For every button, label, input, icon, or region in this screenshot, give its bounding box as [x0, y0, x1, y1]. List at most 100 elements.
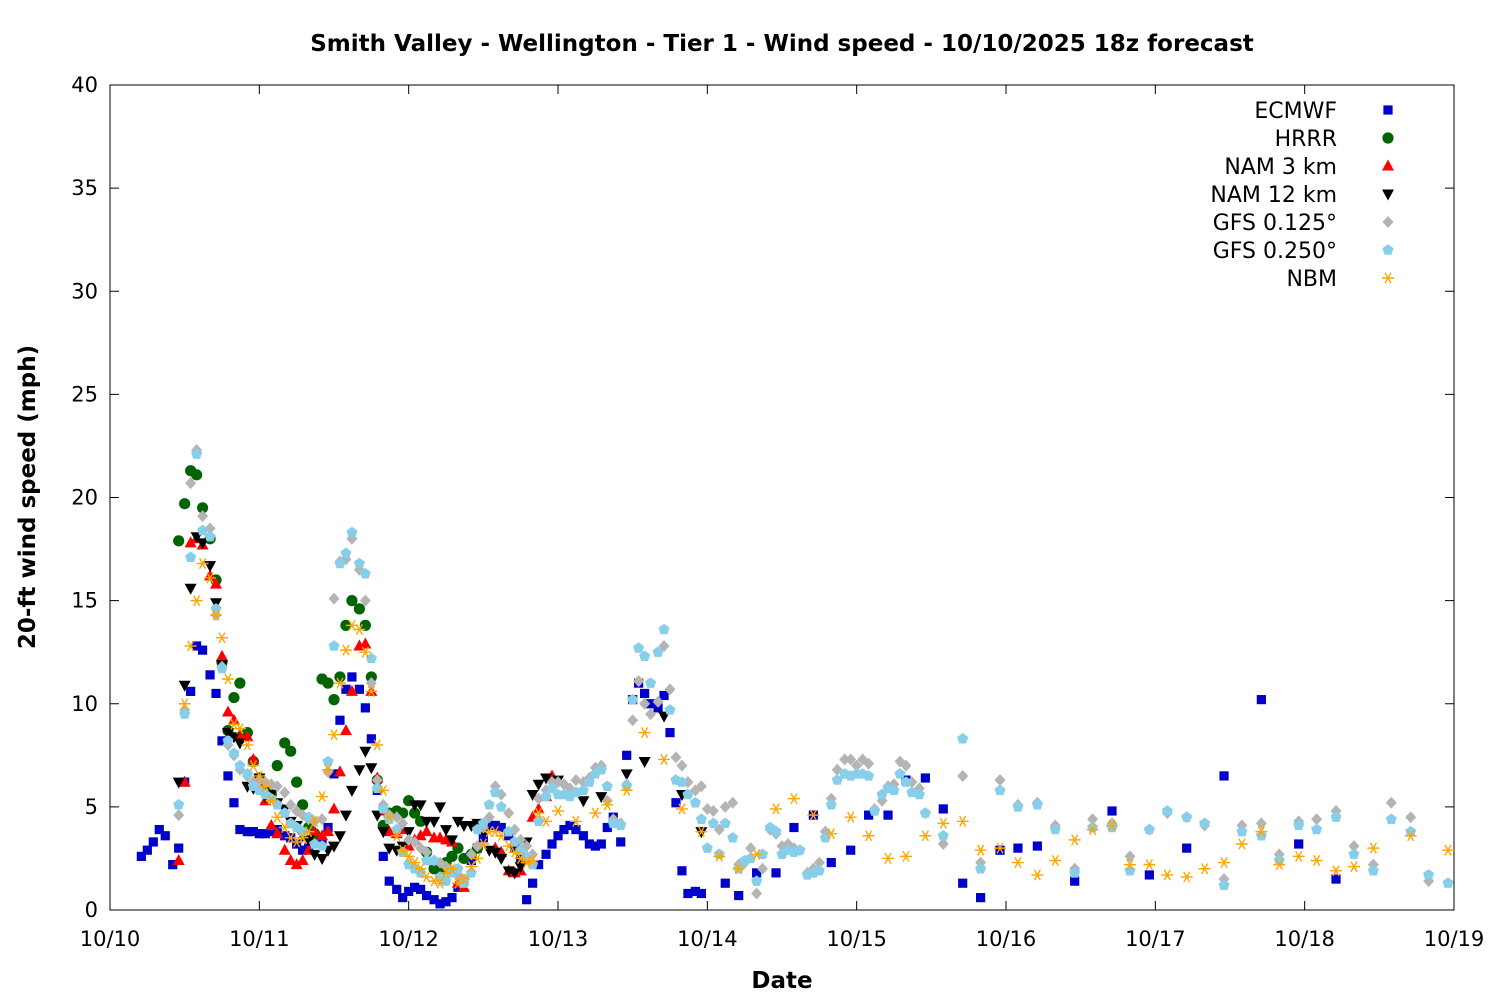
data-point — [676, 759, 688, 772]
data-point — [1347, 861, 1360, 873]
data-point — [489, 847, 502, 859]
y-tick-label: 40 — [71, 73, 98, 97]
data-point — [1161, 805, 1173, 816]
legend-label: NBM — [1286, 267, 1337, 292]
data-point — [216, 649, 228, 661]
data-point — [234, 677, 246, 689]
data-point — [882, 852, 895, 864]
x-tick-label: 10/10 — [80, 927, 141, 951]
data-point — [346, 595, 358, 607]
data-point — [190, 595, 203, 607]
data-point — [1087, 813, 1099, 826]
data-point — [303, 811, 315, 822]
data-point — [533, 860, 544, 870]
data-point — [527, 858, 539, 870]
data-point — [266, 827, 276, 837]
series-gfs-0-250 — [173, 448, 1454, 890]
data-point — [546, 782, 558, 793]
data-point — [339, 810, 352, 822]
data-point — [503, 825, 515, 837]
legend-label: NAM 12 km — [1210, 183, 1337, 208]
data-point — [233, 722, 246, 735]
data-point — [1385, 796, 1397, 809]
data-point — [751, 887, 763, 900]
data-point — [1219, 771, 1229, 781]
data-point — [671, 798, 681, 808]
data-point — [339, 724, 352, 736]
data-point — [508, 846, 521, 858]
data-point — [695, 813, 707, 824]
data-point — [1235, 838, 1248, 850]
data-point — [196, 502, 209, 514]
data-point — [503, 807, 515, 820]
data-point — [477, 838, 490, 850]
data-point — [377, 784, 390, 796]
data-point — [484, 820, 494, 831]
data-point — [279, 786, 291, 799]
legend-marker — [1383, 105, 1393, 115]
data-point — [994, 842, 1007, 854]
data-point — [664, 704, 676, 715]
data-point — [752, 868, 762, 878]
data-point — [1011, 857, 1024, 869]
data-point — [919, 830, 932, 842]
data-point — [622, 750, 632, 760]
data-point — [316, 829, 329, 841]
data-point — [360, 703, 370, 713]
data-point — [1273, 854, 1285, 866]
data-point — [204, 561, 217, 573]
data-point — [359, 746, 372, 758]
data-point — [727, 832, 739, 843]
data-point — [658, 623, 670, 635]
data-point — [1181, 811, 1193, 822]
data-point — [645, 677, 657, 688]
data-point — [522, 895, 532, 905]
data-point — [514, 862, 527, 874]
data-point — [571, 824, 581, 835]
data-point — [241, 768, 253, 779]
data-point — [404, 886, 414, 897]
data-point — [428, 816, 441, 828]
data-point — [421, 846, 433, 859]
data-point — [1143, 823, 1155, 835]
legend-label: GFS 0.125° — [1213, 211, 1337, 236]
data-point — [640, 688, 650, 699]
data-point — [1143, 859, 1156, 871]
data-point — [265, 795, 278, 807]
data-point — [216, 632, 228, 644]
data-point — [278, 821, 291, 834]
data-point — [620, 769, 633, 781]
data-point — [528, 878, 538, 888]
y-axis-label: 20-ft wind speed (mph) — [15, 345, 41, 649]
data-point — [414, 863, 427, 875]
data-point — [638, 727, 651, 739]
data-point — [308, 815, 321, 827]
data-point — [645, 708, 657, 721]
legend-marker — [1382, 216, 1394, 228]
data-point — [345, 684, 358, 696]
data-point — [1013, 843, 1023, 853]
data-point — [938, 804, 948, 814]
data-point — [1330, 811, 1342, 822]
data-point — [677, 866, 687, 876]
y-tick-label: 15 — [71, 589, 98, 613]
data-point — [719, 817, 731, 829]
data-point — [398, 893, 408, 903]
data-point — [420, 825, 433, 837]
legend-marker — [1382, 159, 1394, 171]
data-point — [173, 535, 185, 547]
data-point — [328, 592, 340, 605]
data-point — [292, 839, 302, 849]
data-point — [204, 522, 216, 535]
data-point — [371, 739, 384, 751]
data-point — [365, 671, 377, 683]
data-point — [638, 757, 651, 768]
data-point — [1049, 854, 1062, 867]
legend-marker — [1382, 244, 1394, 255]
data-point — [578, 831, 588, 841]
data-point — [601, 780, 613, 791]
data-point — [223, 771, 233, 781]
data-point — [1123, 859, 1136, 871]
data-point — [384, 876, 394, 886]
data-point — [1107, 806, 1117, 816]
